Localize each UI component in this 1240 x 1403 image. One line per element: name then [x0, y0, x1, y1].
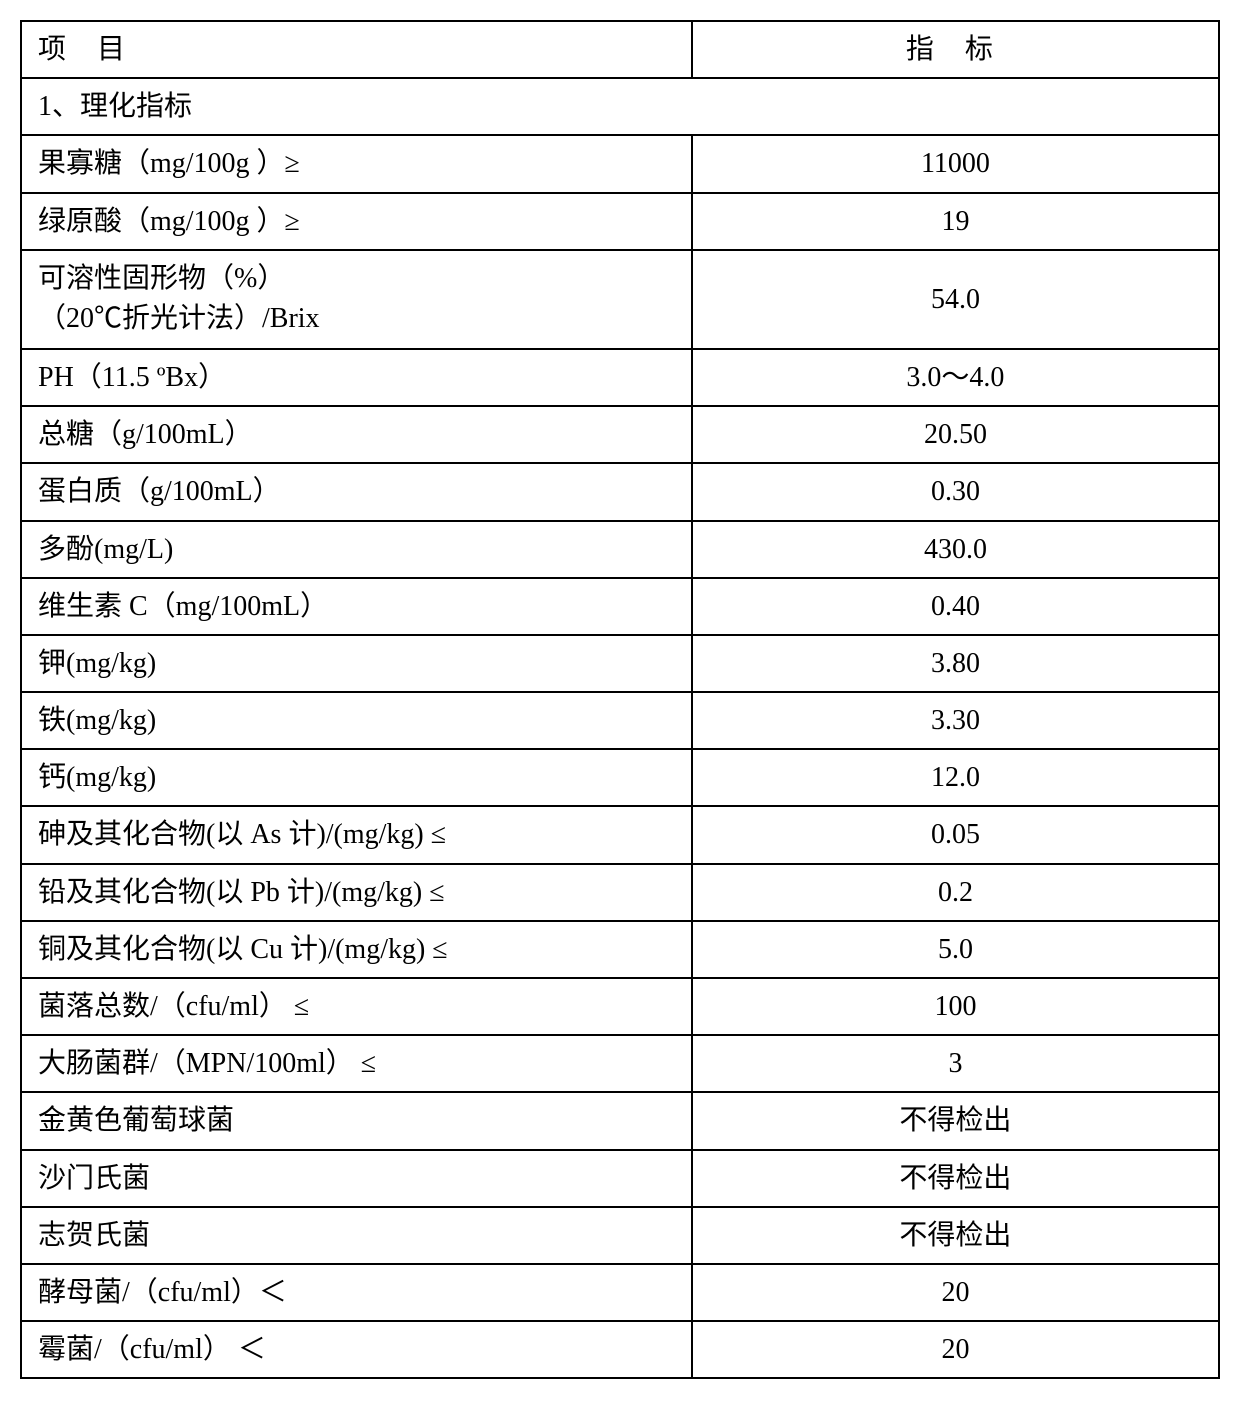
- row-label: 果寡糖（mg/100g ）≥: [21, 135, 692, 192]
- table-row: 多酚(mg/L)430.0: [21, 521, 1219, 578]
- table-row: 蛋白质（g/100mL）0.30: [21, 463, 1219, 520]
- table-row: 菌落总数/（cfu/ml） ≤100: [21, 978, 1219, 1035]
- header-value-col: 指 标: [692, 21, 1219, 78]
- row-value: 不得检出: [692, 1207, 1219, 1264]
- row-label: 多酚(mg/L): [21, 521, 692, 578]
- row-label: 铜及其化合物(以 Cu 计)/(mg/kg) ≤: [21, 921, 692, 978]
- row-value: 20: [692, 1321, 1219, 1378]
- row-label: 蛋白质（g/100mL）: [21, 463, 692, 520]
- row-label: 绿原酸（mg/100g ）≥: [21, 193, 692, 250]
- row-value: 11000: [692, 135, 1219, 192]
- table-row: 铅及其化合物(以 Pb 计)/(mg/kg) ≤0.2: [21, 864, 1219, 921]
- row-value: 20.50: [692, 406, 1219, 463]
- table-row: 绿原酸（mg/100g ）≥19: [21, 193, 1219, 250]
- table-row: PH（11.5 ºBx）3.0～4.0: [21, 349, 1219, 406]
- row-label: 菌落总数/（cfu/ml） ≤: [21, 978, 692, 1035]
- row-label: 钾(mg/kg): [21, 635, 692, 692]
- spec-table: 项 目 指 标 1、理化指标 果寡糖（mg/100g ）≥11000绿原酸（mg…: [20, 20, 1220, 1379]
- table-row: 维生素 C（mg/100mL）0.40: [21, 578, 1219, 635]
- table-header-row: 项 目 指 标: [21, 21, 1219, 78]
- row-label: 砷及其化合物(以 As 计)/(mg/kg) ≤: [21, 806, 692, 863]
- row-label: 志贺氏菌: [21, 1207, 692, 1264]
- table-row: 金黄色葡萄球菌不得检出: [21, 1092, 1219, 1149]
- table-row: 钙(mg/kg)12.0: [21, 749, 1219, 806]
- table-row: 钾(mg/kg)3.80: [21, 635, 1219, 692]
- row-label: PH（11.5 ºBx）: [21, 349, 692, 406]
- table-row: 志贺氏菌不得检出: [21, 1207, 1219, 1264]
- row-label: 酵母菌/（cfu/ml）＜: [21, 1264, 692, 1321]
- row-value: 20: [692, 1264, 1219, 1321]
- row-label: 铅及其化合物(以 Pb 计)/(mg/kg) ≤: [21, 864, 692, 921]
- row-value: 3.30: [692, 692, 1219, 749]
- row-label: 金黄色葡萄球菌: [21, 1092, 692, 1149]
- row-value: 19: [692, 193, 1219, 250]
- row-value: 3.80: [692, 635, 1219, 692]
- row-value: 3: [692, 1035, 1219, 1092]
- section-header-row: 1、理化指标: [21, 78, 1219, 135]
- table-row: 果寡糖（mg/100g ）≥11000: [21, 135, 1219, 192]
- row-label: 铁(mg/kg): [21, 692, 692, 749]
- table-row: 铁(mg/kg)3.30: [21, 692, 1219, 749]
- row-value: 0.05: [692, 806, 1219, 863]
- row-value: 不得检出: [692, 1092, 1219, 1149]
- header-item-col: 项 目: [21, 21, 692, 78]
- table-row: 砷及其化合物(以 As 计)/(mg/kg) ≤0.05: [21, 806, 1219, 863]
- table-row: 可溶性固形物（%）（20℃折光计法）/Brix54.0: [21, 250, 1219, 349]
- table-body: 1、理化指标 果寡糖（mg/100g ）≥11000绿原酸（mg/100g ）≥…: [21, 78, 1219, 1378]
- row-value: 0.30: [692, 463, 1219, 520]
- row-value: 3.0～4.0: [692, 349, 1219, 406]
- row-label: 沙门氏菌: [21, 1150, 692, 1207]
- row-value: 430.0: [692, 521, 1219, 578]
- table-row: 酵母菌/（cfu/ml）＜20: [21, 1264, 1219, 1321]
- row-value: 5.0: [692, 921, 1219, 978]
- row-value: 100: [692, 978, 1219, 1035]
- table-row: 沙门氏菌不得检出: [21, 1150, 1219, 1207]
- row-value: 0.2: [692, 864, 1219, 921]
- table-row: 大肠菌群/（MPN/100ml） ≤3: [21, 1035, 1219, 1092]
- row-value: 0.40: [692, 578, 1219, 635]
- row-label: 大肠菌群/（MPN/100ml） ≤: [21, 1035, 692, 1092]
- table-row: 霉菌/（cfu/ml） ＜20: [21, 1321, 1219, 1378]
- row-value: 不得检出: [692, 1150, 1219, 1207]
- row-value: 54.0: [692, 250, 1219, 349]
- table-row: 总糖（g/100mL）20.50: [21, 406, 1219, 463]
- section-header-cell: 1、理化指标: [21, 78, 1219, 135]
- row-label: 霉菌/（cfu/ml） ＜: [21, 1321, 692, 1378]
- row-label: 总糖（g/100mL）: [21, 406, 692, 463]
- table-row: 铜及其化合物(以 Cu 计)/(mg/kg) ≤5.0: [21, 921, 1219, 978]
- row-value: 12.0: [692, 749, 1219, 806]
- row-label: 钙(mg/kg): [21, 749, 692, 806]
- row-label: 维生素 C（mg/100mL）: [21, 578, 692, 635]
- row-label: 可溶性固形物（%）（20℃折光计法）/Brix: [21, 250, 692, 349]
